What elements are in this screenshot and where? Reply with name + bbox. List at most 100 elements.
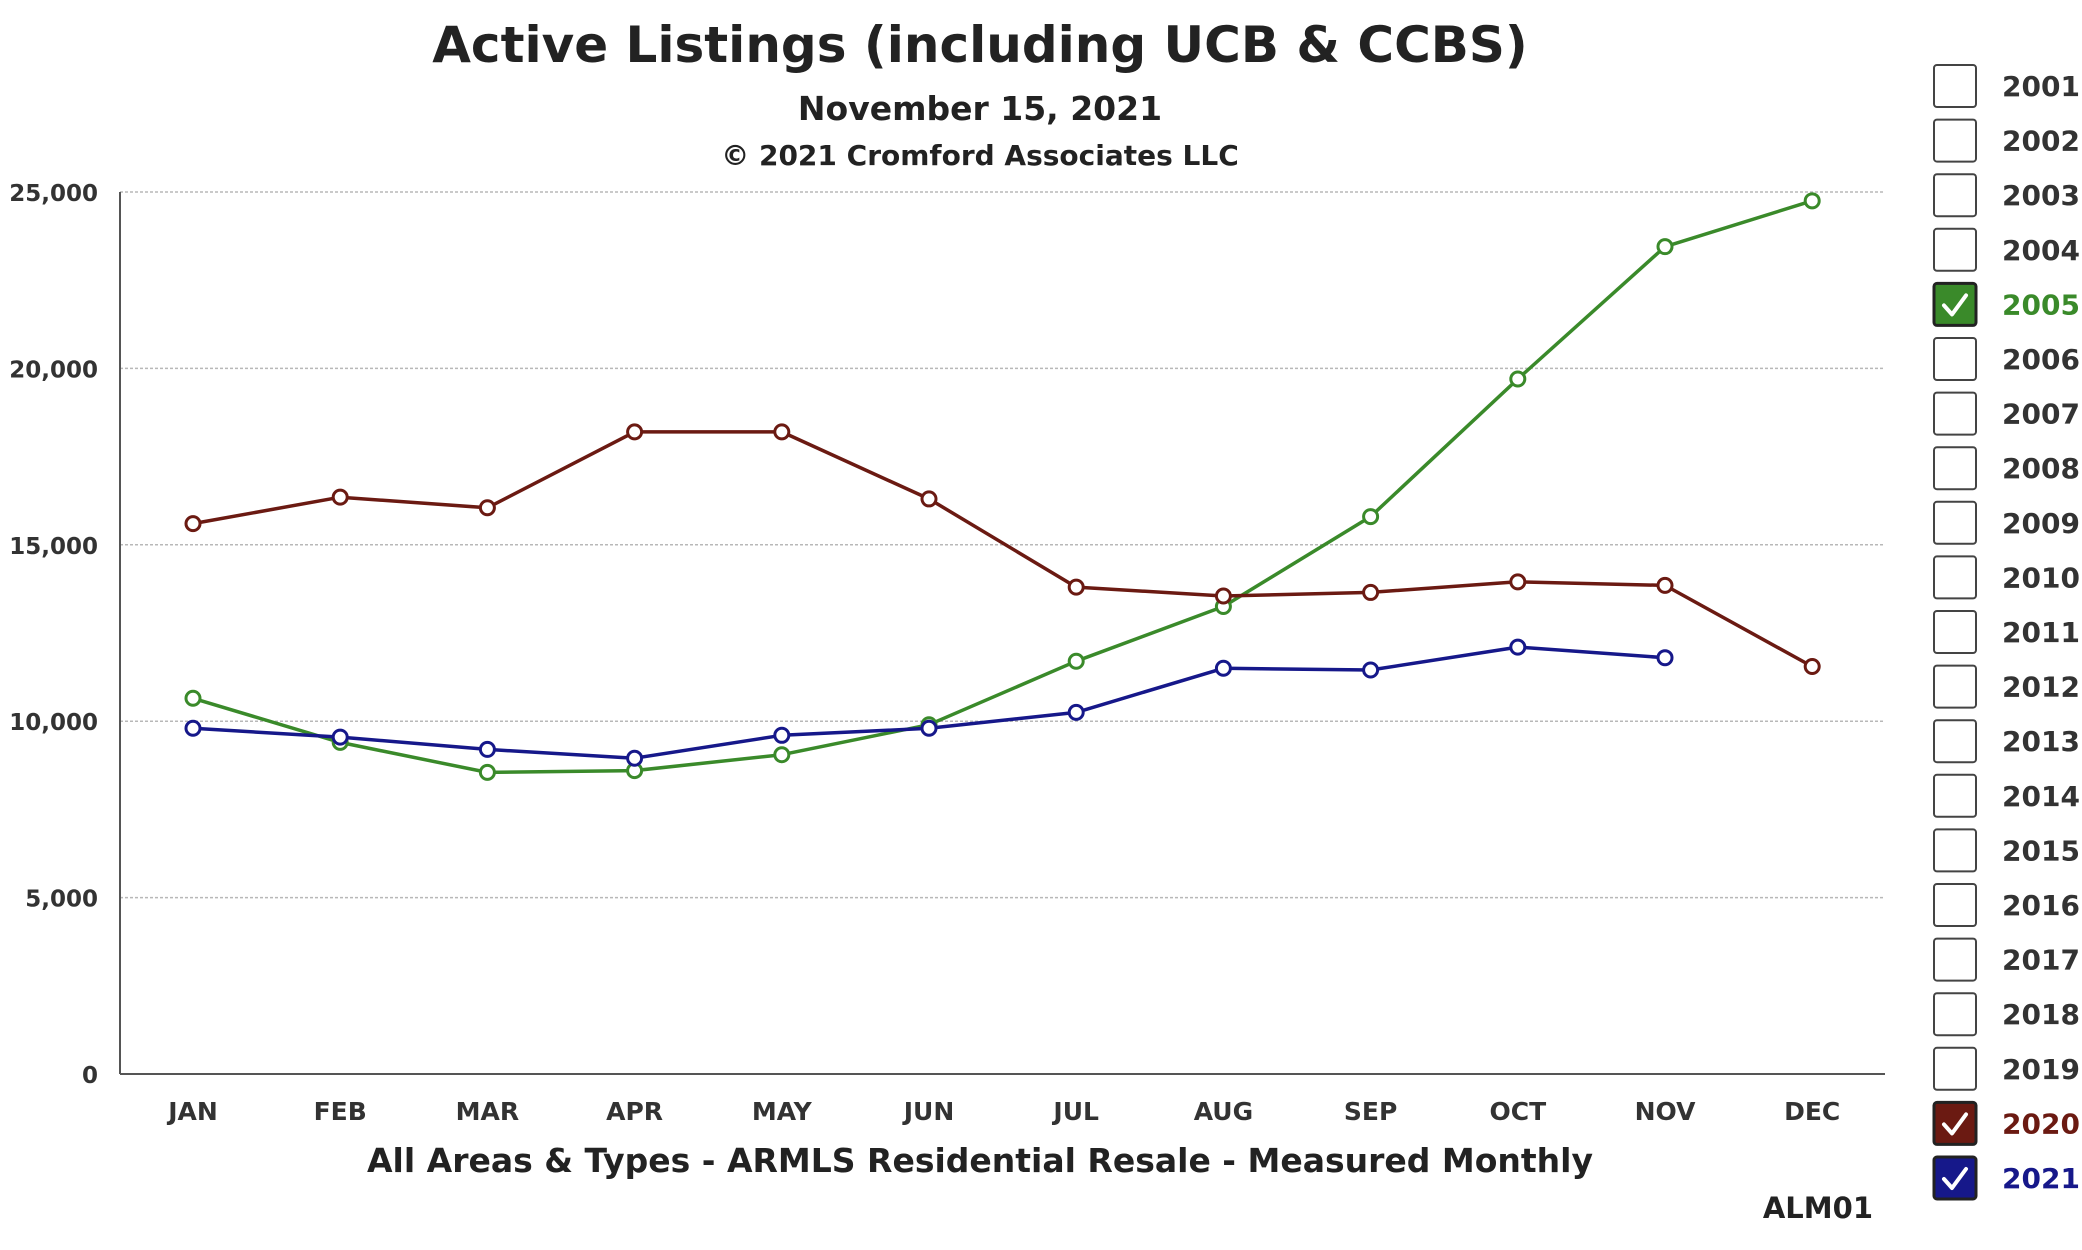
data-point-2020-apr[interactable]	[626, 423, 644, 441]
legend-label: 2011	[2002, 616, 2080, 649]
data-point-2021-feb[interactable]	[331, 728, 349, 746]
data-point-2020-sep[interactable]	[1362, 583, 1380, 601]
data-point-2020-jan[interactable]	[184, 515, 202, 533]
legend-item-2020[interactable]: 2020	[1932, 1100, 2080, 1146]
legend-item-2009[interactable]: 2009	[1933, 500, 2080, 545]
data-point-2020-oct[interactable]	[1509, 573, 1527, 591]
legend-item-2021[interactable]: 2021	[1932, 1155, 2080, 1201]
checkmark-icon	[1942, 1167, 1968, 1190]
legend-item-2014[interactable]: 2014	[1933, 773, 2080, 818]
x-axis-label: All Areas & Types - ARMLS Residential Re…	[367, 1141, 1593, 1180]
legend-item-2012[interactable]: 2012	[1933, 664, 2080, 709]
x-tick-label: MAR	[456, 1097, 519, 1126]
legend-label: 2007	[2002, 398, 2080, 431]
legend-item-2016[interactable]: 2016	[1933, 883, 2080, 927]
checkbox-unchecked[interactable]	[1933, 227, 1977, 272]
checkbox-checked[interactable]	[1932, 1155, 1978, 1201]
series-lines	[184, 192, 1821, 781]
x-tick-label: APR	[606, 1097, 663, 1126]
data-point-2021-nov[interactable]	[1656, 649, 1674, 667]
checkbox-unchecked[interactable]	[1933, 828, 1977, 873]
data-point-2020-may[interactable]	[773, 423, 791, 441]
legend-item-2007[interactable]: 2007	[1933, 391, 2080, 436]
data-point-2021-may[interactable]	[773, 726, 791, 744]
series-line-2020	[192, 430, 1814, 669]
checkbox-unchecked[interactable]	[1933, 64, 1977, 108]
data-point-2005-nov[interactable]	[1656, 238, 1674, 256]
x-tick-label: OCT	[1489, 1097, 1546, 1126]
checkbox-unchecked[interactable]	[1933, 664, 1977, 709]
data-point-2005-mar[interactable]	[478, 763, 496, 781]
checkbox-unchecked[interactable]	[1933, 610, 1977, 654]
data-point-2005-may[interactable]	[773, 746, 791, 764]
legend-label: 2008	[2002, 452, 2080, 485]
data-point-2005-sep[interactable]	[1362, 508, 1380, 526]
legend-item-2015[interactable]: 2015	[1933, 828, 2080, 873]
data-point-2020-aug[interactable]	[1214, 587, 1232, 605]
series-2020	[184, 423, 1821, 676]
series-line-2005	[192, 199, 1813, 775]
data-point-2021-mar[interactable]	[478, 740, 496, 758]
legend-item-2018[interactable]: 2018	[1933, 992, 2080, 1037]
data-point-2021-jul[interactable]	[1067, 703, 1085, 721]
legend-label: 2019	[2002, 1053, 2080, 1086]
data-point-2005-dec[interactable]	[1803, 192, 1821, 210]
checkbox-checked[interactable]	[1932, 1100, 1978, 1146]
checkbox-unchecked[interactable]	[1933, 937, 1977, 982]
checkmark-icon	[1942, 1112, 1968, 1136]
x-tick-label: SEP	[1344, 1097, 1397, 1126]
data-point-2020-jul[interactable]	[1067, 578, 1085, 596]
series-line-2021	[192, 645, 1666, 760]
legend-item-2004[interactable]: 2004	[1933, 227, 2080, 272]
data-point-2005-oct[interactable]	[1509, 370, 1527, 388]
checkbox-unchecked[interactable]	[1933, 118, 1977, 163]
checkbox-checked[interactable]	[1932, 281, 1978, 327]
checkbox-unchecked[interactable]	[1933, 555, 1977, 600]
x-axis-ticks: JAN FEB MAR APR MAY JUN JUL AUG SEP OCT NOV DEC	[166, 1097, 1840, 1126]
checkbox-unchecked[interactable]	[1933, 1046, 1977, 1091]
y-tick-label: 0	[82, 1063, 98, 1089]
legend-item-2011[interactable]: 2011	[1933, 610, 2080, 654]
data-point-2021-oct[interactable]	[1509, 638, 1527, 656]
legend-item-2003[interactable]: 2003	[1933, 173, 2080, 218]
chart-copyright: © 2021 Cromford Associates LLC	[721, 139, 1239, 172]
data-point-2021-apr[interactable]	[626, 749, 644, 767]
checkbox-unchecked[interactable]	[1933, 173, 1977, 218]
data-point-2020-mar[interactable]	[478, 499, 496, 517]
legend-label: 2010	[2002, 561, 2080, 594]
checkbox-unchecked[interactable]	[1933, 391, 1977, 436]
legend-item-2002[interactable]: 2002	[1933, 118, 2080, 163]
legend-item-2006[interactable]: 2006	[1933, 337, 2080, 381]
legend-item-2001[interactable]: 2001	[1933, 64, 2080, 108]
checkbox-unchecked[interactable]	[1933, 446, 1977, 491]
data-point-2021-jan[interactable]	[184, 719, 202, 737]
data-point-2021-aug[interactable]	[1214, 659, 1232, 677]
legend-item-2019[interactable]: 2019	[1933, 1046, 2080, 1091]
checkbox-unchecked[interactable]	[1933, 500, 1977, 545]
legend-item-2008[interactable]: 2008	[1933, 446, 2080, 491]
checkbox-unchecked[interactable]	[1933, 992, 1977, 1037]
checkbox-unchecked[interactable]	[1933, 337, 1977, 381]
legend-label: 2015	[2002, 834, 2080, 867]
legend-item-2005[interactable]: 2005	[1932, 281, 2080, 327]
x-tick-label: DEC	[1784, 1097, 1840, 1126]
legend-item-2017[interactable]: 2017	[1933, 937, 2080, 982]
data-point-2020-jun[interactable]	[920, 490, 938, 508]
checkbox-unchecked[interactable]	[1933, 719, 1977, 764]
legend-label: 2014	[2002, 780, 2080, 813]
data-point-2005-jul[interactable]	[1067, 652, 1085, 670]
legend-item-2013[interactable]: 2013	[1933, 719, 2080, 764]
checkbox-unchecked[interactable]	[1933, 773, 1977, 818]
data-point-2020-feb[interactable]	[331, 488, 349, 506]
checkbox-unchecked[interactable]	[1933, 883, 1977, 927]
data-point-2021-jun[interactable]	[920, 719, 938, 737]
legend-label: 2021	[2002, 1162, 2080, 1195]
x-tick-label: JUN	[902, 1097, 955, 1126]
data-point-2020-nov[interactable]	[1656, 576, 1674, 594]
legend-item-2010[interactable]: 2010	[1933, 555, 2080, 600]
legend-label: 2017	[2002, 944, 2080, 977]
data-point-2005-jan[interactable]	[184, 689, 202, 707]
data-point-2021-sep[interactable]	[1362, 661, 1380, 679]
data-point-2020-dec[interactable]	[1803, 658, 1821, 676]
